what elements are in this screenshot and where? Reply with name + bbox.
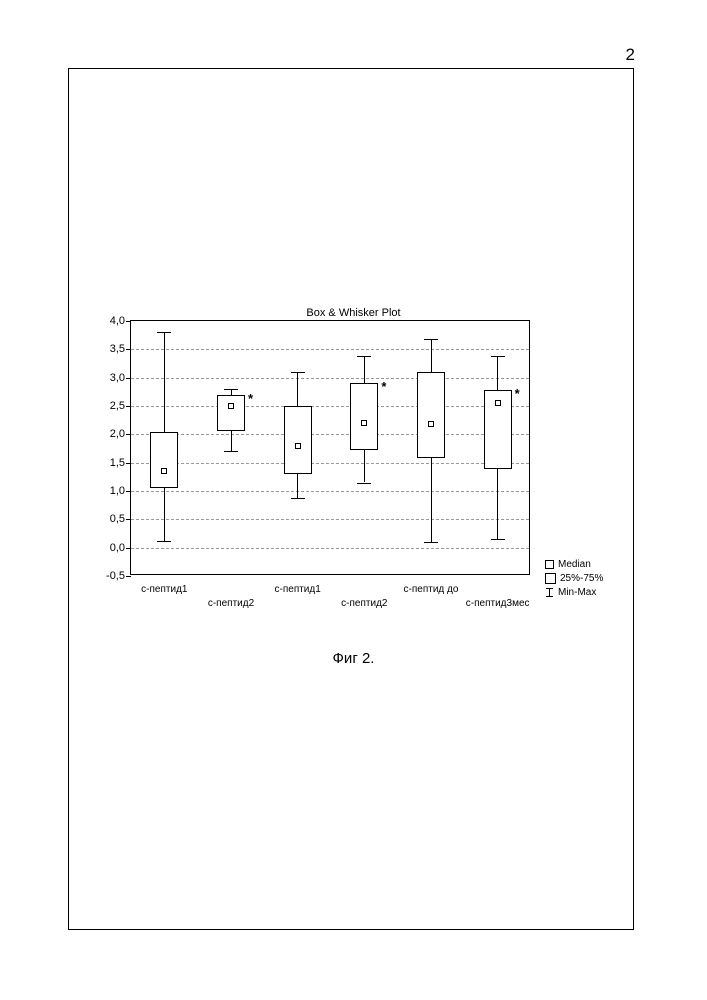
- whisker-cap-min: [357, 483, 371, 484]
- whisker-cap-max: [424, 339, 438, 340]
- whisker-cap-min: [424, 542, 438, 543]
- y-tick: [126, 406, 131, 407]
- grid-line: [131, 519, 529, 520]
- whisker-cap-max: [491, 356, 505, 357]
- median-marker: [495, 400, 501, 406]
- grid-line: [131, 463, 529, 464]
- y-tick-label: 2,0: [110, 428, 125, 440]
- legend-whisker-icon: [545, 588, 554, 597]
- y-tick-label: 1,0: [110, 485, 125, 497]
- box: [350, 383, 378, 450]
- legend-label: 25%-75%: [560, 573, 603, 584]
- legend-item: Min-Max: [545, 585, 603, 599]
- y-tick: [126, 463, 131, 464]
- median-marker: [228, 403, 234, 409]
- whisker-cap-min: [491, 539, 505, 540]
- y-tick: [126, 434, 131, 435]
- legend-item: 25%-75%: [545, 571, 603, 585]
- box: [284, 406, 312, 474]
- y-tick-label: 3,0: [110, 372, 125, 384]
- x-category-label: с-пептид1: [275, 584, 321, 595]
- box: [217, 395, 245, 432]
- grid-line: [131, 349, 529, 350]
- significance-star: *: [515, 386, 520, 401]
- y-tick-label: 0,5: [110, 513, 125, 525]
- median-marker: [161, 468, 167, 474]
- legend-box-icon: [545, 573, 556, 584]
- whisker-cap-min: [291, 498, 305, 499]
- grid-line: [131, 406, 529, 407]
- grid-line: [131, 491, 529, 492]
- chart-title: Box & Whisker Plot: [0, 307, 707, 319]
- x-category-label: с-пептид3мес: [466, 598, 530, 609]
- y-tick-label: 1,5: [110, 457, 125, 469]
- box: [150, 432, 178, 489]
- median-marker: [295, 443, 301, 449]
- boxplot-plot-area: -0,50,00,51,01,52,02,53,03,54,0с-пептид1…: [130, 320, 530, 575]
- legend-label: Median: [558, 559, 591, 570]
- significance-star: *: [248, 391, 253, 406]
- significance-star: *: [381, 379, 386, 394]
- whisker-cap-max: [224, 389, 238, 390]
- y-tick: [126, 491, 131, 492]
- grid-line: [131, 378, 529, 379]
- whisker-cap-max: [157, 332, 171, 333]
- y-tick-label: 3,5: [110, 343, 125, 355]
- y-tick: [126, 378, 131, 379]
- whisker-cap-min: [157, 541, 171, 542]
- figure-caption: Фиг 2.: [0, 650, 707, 667]
- y-tick: [126, 548, 131, 549]
- legend-median-icon: [545, 560, 554, 569]
- y-tick-label: -0,5: [106, 570, 125, 582]
- grid-line: [131, 548, 529, 549]
- whisker-cap-min: [224, 451, 238, 452]
- y-tick-label: 4,0: [110, 315, 125, 327]
- x-category-label: с-пептид2: [341, 598, 387, 609]
- legend-label: Min-Max: [558, 587, 596, 598]
- y-tick: [126, 576, 131, 577]
- y-tick: [126, 321, 131, 322]
- page-number: 2: [626, 45, 635, 65]
- median-marker: [428, 421, 434, 427]
- y-tick-label: 2,5: [110, 400, 125, 412]
- y-tick: [126, 519, 131, 520]
- x-category-label: с-пептид2: [208, 598, 254, 609]
- whisker-cap-max: [357, 356, 371, 357]
- box: [417, 372, 445, 458]
- y-tick-label: 0,0: [110, 542, 125, 554]
- whisker-cap-max: [291, 372, 305, 373]
- legend: Median 25%-75% Min-Max: [545, 557, 603, 599]
- median-marker: [361, 420, 367, 426]
- x-category-label: с-пептид1: [141, 584, 187, 595]
- x-category-label: с-пептид до: [404, 584, 459, 595]
- legend-item: Median: [545, 557, 603, 571]
- y-tick: [126, 349, 131, 350]
- grid-line: [131, 434, 529, 435]
